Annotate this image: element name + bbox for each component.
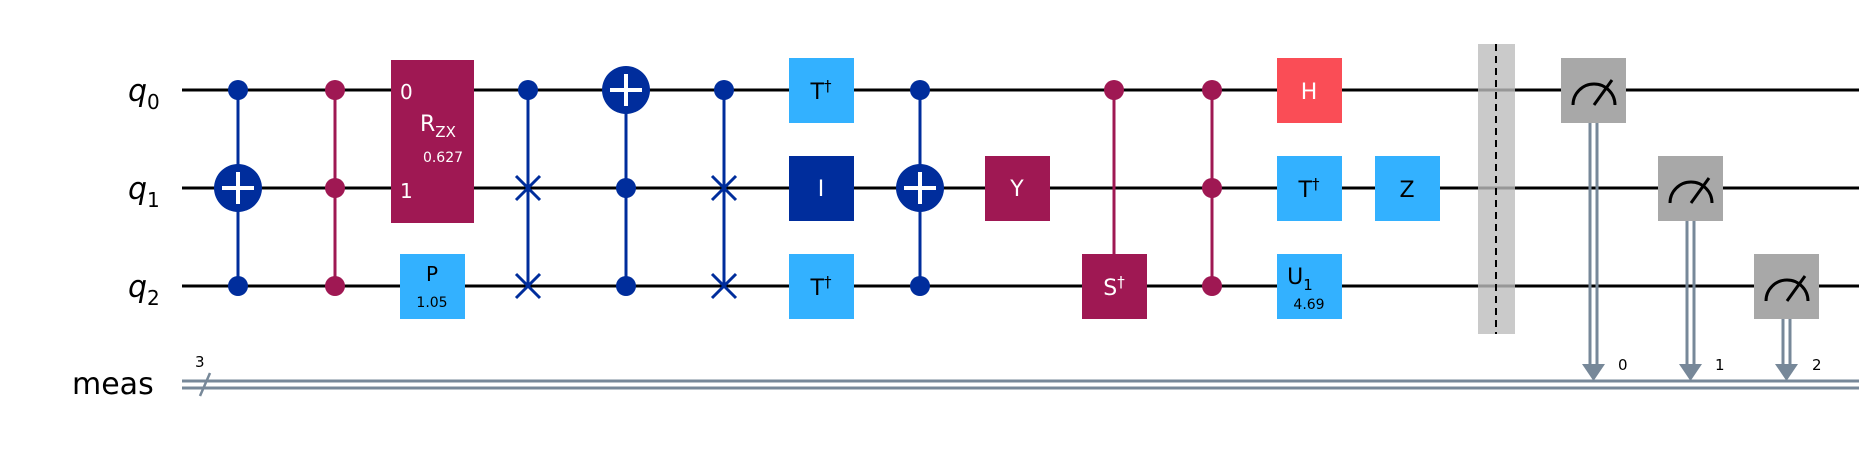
- svg-text:T†: T†: [1298, 175, 1320, 203]
- svg-text:S†: S†: [1103, 273, 1125, 301]
- y-gate: Y: [985, 156, 1050, 221]
- tdg-gate-q2: T†: [789, 254, 854, 319]
- tdg-gate-q0: T†: [789, 58, 854, 123]
- csdg-gate: S†: [1082, 80, 1147, 319]
- svg-text:U1: U1: [1287, 265, 1313, 294]
- q1-label: q1: [128, 172, 160, 212]
- svg-text:Y: Y: [1009, 177, 1024, 202]
- q0-label: q0: [128, 74, 160, 114]
- ccx-gate-3: [896, 80, 944, 296]
- measure-bit-2: 2: [1812, 356, 1822, 374]
- control-dot: [228, 80, 248, 100]
- measure-bit-1: 1: [1715, 356, 1725, 374]
- z-gate: Z: [1375, 156, 1440, 221]
- svg-text:H: H: [1301, 80, 1318, 105]
- svg-text:T†: T†: [810, 77, 832, 105]
- rzx-gate: 0 1 RZX 0.627: [391, 60, 474, 223]
- barrier: [1478, 44, 1515, 334]
- meas-label: meas: [72, 367, 154, 402]
- rzx-param: 0.627: [423, 150, 463, 166]
- svg-text:Z: Z: [1399, 178, 1414, 203]
- rzx-label: RZX: [420, 112, 456, 141]
- ccz-gate-2: [1202, 80, 1222, 296]
- control-dot: [228, 276, 248, 296]
- measure-q2: 2: [1754, 254, 1822, 381]
- measure-q1: 1: [1658, 156, 1725, 381]
- u1-gate: U1 4.69: [1277, 254, 1342, 319]
- measure-bit-0: 0: [1618, 356, 1628, 374]
- svg-text:P: P: [426, 262, 438, 286]
- rzx-port-1: 1: [400, 179, 413, 203]
- rzx-port-0: 0: [400, 80, 413, 104]
- cswap-gate-2: [710, 80, 738, 300]
- classical-wire: 3: [182, 353, 1859, 397]
- h-gate: H: [1277, 58, 1342, 123]
- wire-labels: q0 q1 q2 meas: [72, 74, 160, 402]
- tdg-gate-q1: T†: [1277, 156, 1342, 221]
- svg-text:I: I: [818, 177, 825, 202]
- q2-label: q2: [128, 270, 160, 310]
- ccx-gate-2: [602, 66, 650, 296]
- identity-gate: I: [789, 156, 854, 221]
- svg-text:T†: T†: [810, 273, 832, 301]
- p-param: 1.05: [416, 295, 447, 311]
- u1-param: 4.69: [1293, 297, 1324, 313]
- ccx-gate: [214, 80, 262, 296]
- ccz-gate: [325, 80, 345, 296]
- measure-q0: 0: [1561, 58, 1628, 381]
- cswap-gate: [514, 80, 542, 300]
- bus-slash: [198, 372, 212, 397]
- classical-size: 3: [195, 353, 205, 371]
- p-gate: P 1.05: [400, 254, 465, 319]
